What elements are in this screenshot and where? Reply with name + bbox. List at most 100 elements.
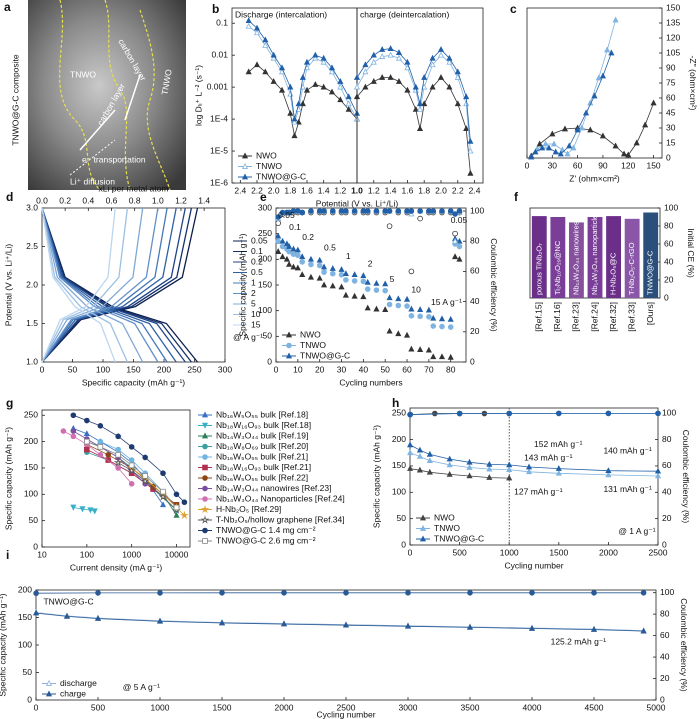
marker (283, 255, 290, 262)
marker (270, 54, 277, 61)
legend-label: Nb₁₄W₃O₄₄ nanowires [Ref.23] (216, 483, 331, 493)
marker (456, 410, 463, 417)
marker (173, 491, 180, 498)
marker (281, 589, 287, 596)
marker (115, 446, 121, 453)
marker (283, 240, 290, 247)
legend-label: 1 (251, 277, 256, 287)
y-tick-label: 150 (18, 612, 32, 622)
legend-marker (200, 515, 210, 524)
marker (446, 470, 453, 477)
x2-tick-label: 0.6 (106, 195, 118, 205)
x-axis-label: Potential (V vs. Li⁺/Li) (316, 198, 399, 208)
y-tick-label: 0 (401, 539, 406, 549)
legend-label: TNWO (300, 340, 326, 350)
marker (555, 465, 562, 471)
marker (70, 412, 77, 419)
annotation: 131 mAh g⁻¹ (603, 484, 652, 494)
annotation: 140 mAh g⁻¹ (603, 445, 652, 455)
marker (295, 100, 302, 107)
x-tick-label: 1.0 (351, 185, 363, 195)
legend-label: TNWO@G-C (434, 533, 484, 543)
marker (373, 305, 380, 312)
marker (156, 617, 164, 624)
marker (557, 150, 564, 157)
marker (404, 86, 411, 93)
marker (417, 208, 423, 214)
marker (295, 252, 301, 259)
marker (157, 590, 163, 596)
marker (395, 330, 402, 337)
marker (360, 278, 367, 285)
marker (549, 130, 556, 137)
x-tick-label: 90 (598, 160, 608, 170)
y-tick-label: 80 (664, 220, 674, 230)
marker (426, 457, 433, 464)
legend-marker (241, 173, 249, 180)
plot-frame (41, 409, 191, 548)
marker (591, 92, 598, 99)
marker (343, 277, 349, 283)
marker (364, 286, 371, 292)
x-tick-label: [Ref.33] (626, 302, 636, 332)
y2-axis-label: Coulombic efficiency (%) (489, 238, 499, 332)
marker (353, 83, 361, 90)
marker (456, 255, 463, 262)
marker (142, 473, 148, 479)
boundary (104, 0, 131, 191)
marker (456, 208, 463, 214)
marker (320, 54, 327, 61)
legend-label: 0.2 (251, 256, 263, 266)
marker (286, 248, 292, 255)
marker (370, 58, 377, 65)
marker (525, 463, 533, 470)
legend-label: TNWO@G-C 2.6 mg cm⁻² (216, 535, 316, 545)
panel-letter: h (392, 396, 399, 410)
marker (173, 504, 180, 511)
y-tick-label: 0 (33, 541, 38, 551)
x-tick-label: 50 (380, 364, 390, 374)
x-tick-label: 1.4 (385, 185, 397, 195)
marker (439, 323, 445, 330)
marker (320, 263, 328, 270)
x-tick-label: 500 (453, 547, 467, 557)
chart: d 1.0 1.5 2.0 2.5 3.0 Potential (V vs. Li⁺/Li)… (3, 183, 268, 387)
marker (160, 470, 166, 477)
y-tick-label: 1E-4 (210, 113, 228, 123)
marker (275, 214, 281, 220)
legend-marker (201, 422, 209, 429)
panel-letter: f (514, 190, 519, 204)
bar (643, 212, 659, 298)
x-tick-label: 10 (37, 549, 47, 559)
marker (486, 474, 493, 480)
annotation: 127 mAh g⁻¹ (514, 487, 563, 497)
y2-tick-label: 60 (470, 266, 480, 276)
marker (467, 137, 474, 144)
marker (287, 83, 294, 90)
marker (343, 208, 349, 214)
x-axis-label: Cycling number (316, 709, 375, 719)
marker (578, 124, 585, 131)
marker (555, 469, 562, 476)
marker (328, 64, 336, 71)
marker (431, 410, 438, 417)
marker (279, 253, 286, 260)
chart-title: Discharge (intercalation) (235, 9, 327, 19)
bar (587, 217, 603, 298)
marker (395, 54, 403, 61)
series-line (356, 76, 471, 174)
series-line (410, 468, 510, 479)
marker (466, 464, 473, 470)
marker (561, 125, 569, 132)
legend-marker (241, 152, 249, 159)
marker (219, 589, 225, 596)
marker (599, 72, 607, 79)
marker (454, 100, 461, 107)
marker (463, 100, 470, 107)
x-tick-label: [Ref.16] (552, 302, 562, 332)
x2-tick-label: 1.4 (198, 195, 210, 205)
marker (275, 232, 282, 239)
marker (407, 441, 414, 448)
